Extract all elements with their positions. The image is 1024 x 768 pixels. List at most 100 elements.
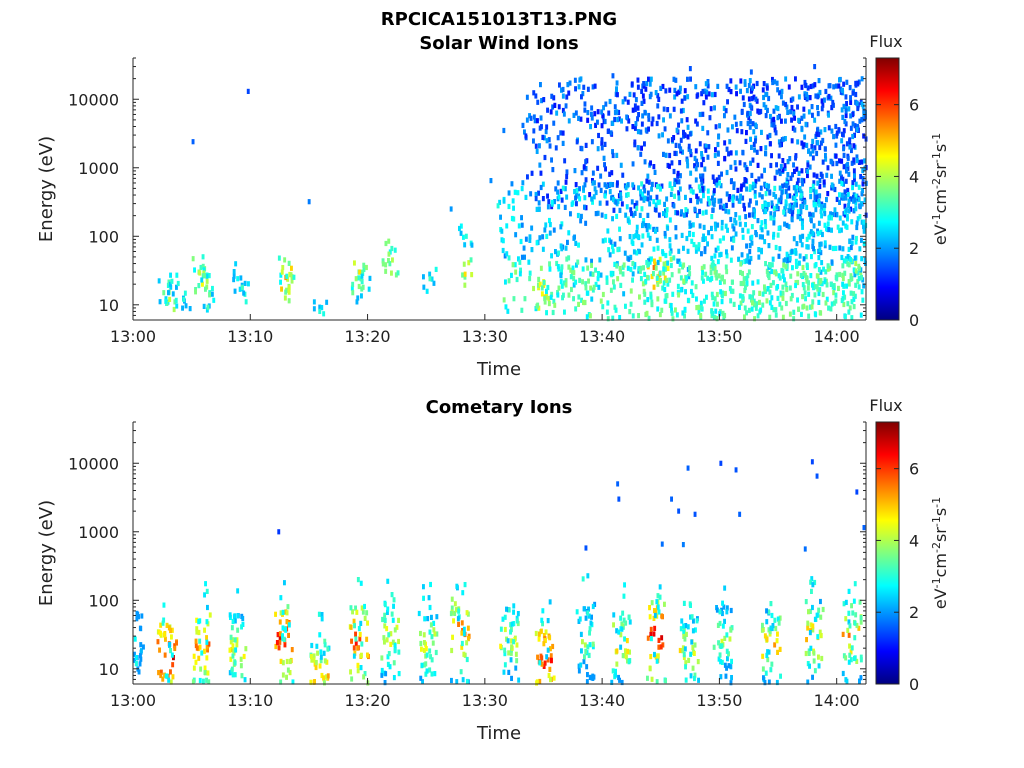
spectrogram-cell xyxy=(848,623,852,629)
spectrogram-cell xyxy=(422,284,426,290)
spectrogram-cell xyxy=(725,269,729,275)
spectrogram-cell xyxy=(584,615,588,621)
spectrogram-cell xyxy=(663,286,667,293)
spectrogram-cell xyxy=(624,185,628,191)
spectrogram-cell xyxy=(761,234,764,240)
spectrogram-cell xyxy=(689,614,692,620)
spectrogram-cell xyxy=(827,112,830,118)
spectrogram-cell xyxy=(852,291,856,297)
spectrogram-cell xyxy=(355,609,359,615)
spectrogram-cell xyxy=(574,182,578,188)
spectrogram-cell xyxy=(643,109,647,115)
spectrogram-cell xyxy=(233,288,237,294)
spectrogram-cell xyxy=(810,144,814,150)
spectrogram-cell xyxy=(731,202,735,208)
spectrogram-cell xyxy=(572,276,576,282)
spectrogram-cell xyxy=(281,633,284,639)
spectrogram-cell xyxy=(359,620,363,626)
spectrogram-cell xyxy=(658,584,662,590)
spectrogram-cell xyxy=(548,217,551,224)
spectrogram-cell xyxy=(742,202,746,208)
spectrogram-cell xyxy=(822,182,826,188)
spectrogram-cell xyxy=(738,160,742,166)
spectrogram-cell xyxy=(816,231,820,237)
spectrogram-cell xyxy=(724,208,728,214)
spectrogram-cell xyxy=(205,635,208,641)
spectrogram-cell xyxy=(711,310,715,317)
spectrogram-cell xyxy=(208,612,212,618)
spectrogram-cell xyxy=(628,91,632,97)
spectrogram-cell xyxy=(714,308,718,314)
spectrogram-cell xyxy=(645,259,649,266)
spectrogram-cell xyxy=(523,254,526,260)
spectrogram-cell xyxy=(769,625,773,631)
spectrogram-cell xyxy=(545,654,549,660)
spectrogram-cell xyxy=(233,637,237,643)
spectrogram-cell xyxy=(591,673,595,679)
spectrogram-cell xyxy=(837,127,841,133)
spectrogram-cell xyxy=(320,616,324,622)
spectrogram-cell xyxy=(422,595,425,601)
spectrogram-cell xyxy=(278,634,282,640)
spectrogram-cell xyxy=(584,142,588,148)
spectrogram-cell xyxy=(654,228,657,234)
spectrogram-cell xyxy=(583,101,587,107)
spectrogram-cell xyxy=(782,136,785,142)
spectrogram-cell xyxy=(815,284,819,290)
spectrogram-cell xyxy=(680,209,683,215)
spectrogram-cell xyxy=(747,83,751,89)
spectrogram-cell xyxy=(666,138,670,144)
spectrogram-cell xyxy=(698,141,702,147)
spectrogram-cell xyxy=(790,138,794,144)
spectrogram-cell xyxy=(847,198,851,204)
spectrogram-cell xyxy=(829,211,832,217)
spectrogram-point xyxy=(862,525,866,531)
spectrogram-cell xyxy=(655,679,659,685)
spectrogram-cell xyxy=(558,82,561,88)
spectrogram-cell xyxy=(843,203,847,209)
spectrogram-cell xyxy=(720,171,723,177)
spectrogram-cell xyxy=(365,636,369,642)
spectrogram-cell xyxy=(805,204,809,211)
spectrogram-cell xyxy=(756,313,760,319)
spectrogram-cell xyxy=(286,667,290,673)
spectrogram-cell xyxy=(504,279,507,285)
colorbar-tick-label: 0 xyxy=(909,675,919,694)
spectrogram-cell xyxy=(515,658,519,664)
spectrogram-cell xyxy=(611,182,615,188)
spectrogram-cell xyxy=(421,679,424,685)
spectrogram-cell xyxy=(691,292,695,298)
spectrogram-cell xyxy=(723,140,727,146)
spectrogram-cell xyxy=(657,212,661,218)
spectrogram-cell xyxy=(312,653,316,659)
spectrogram-cell xyxy=(739,186,743,192)
spectrogram-cell xyxy=(623,96,627,102)
spectrogram-cell xyxy=(762,102,766,108)
spectrogram-cell xyxy=(507,190,511,196)
spectrogram-cell xyxy=(584,177,588,183)
spectrogram-cell xyxy=(232,647,236,654)
spectrogram-cell xyxy=(688,131,692,137)
spectrogram-cell xyxy=(650,302,654,308)
x-tick-label: 13:40 xyxy=(579,327,625,346)
spectrogram-cell xyxy=(542,282,546,288)
spectrogram-cell xyxy=(788,193,792,199)
spectrogram-cell xyxy=(831,284,835,290)
spectrogram-cell xyxy=(729,664,733,670)
x-tick-label: 13:00 xyxy=(110,691,156,710)
spectrogram-cell xyxy=(744,177,748,184)
spectrogram-cell xyxy=(549,109,553,115)
spectrogram-cell xyxy=(607,247,611,253)
spectrogram-cell xyxy=(860,237,863,243)
spectrogram-cell xyxy=(537,305,541,311)
spectrogram-cell xyxy=(450,647,454,654)
spectrogram-cell xyxy=(648,235,652,241)
spectrogram-cell xyxy=(775,162,778,168)
spectrogram-cell xyxy=(618,226,621,232)
spectrogram-cell xyxy=(844,112,848,119)
spectrogram-cell xyxy=(809,608,812,614)
spectrogram-cell xyxy=(775,203,779,209)
spectrogram-cell xyxy=(739,269,742,276)
spectrogram-cell xyxy=(845,214,849,220)
spectrogram-cell xyxy=(557,204,561,210)
